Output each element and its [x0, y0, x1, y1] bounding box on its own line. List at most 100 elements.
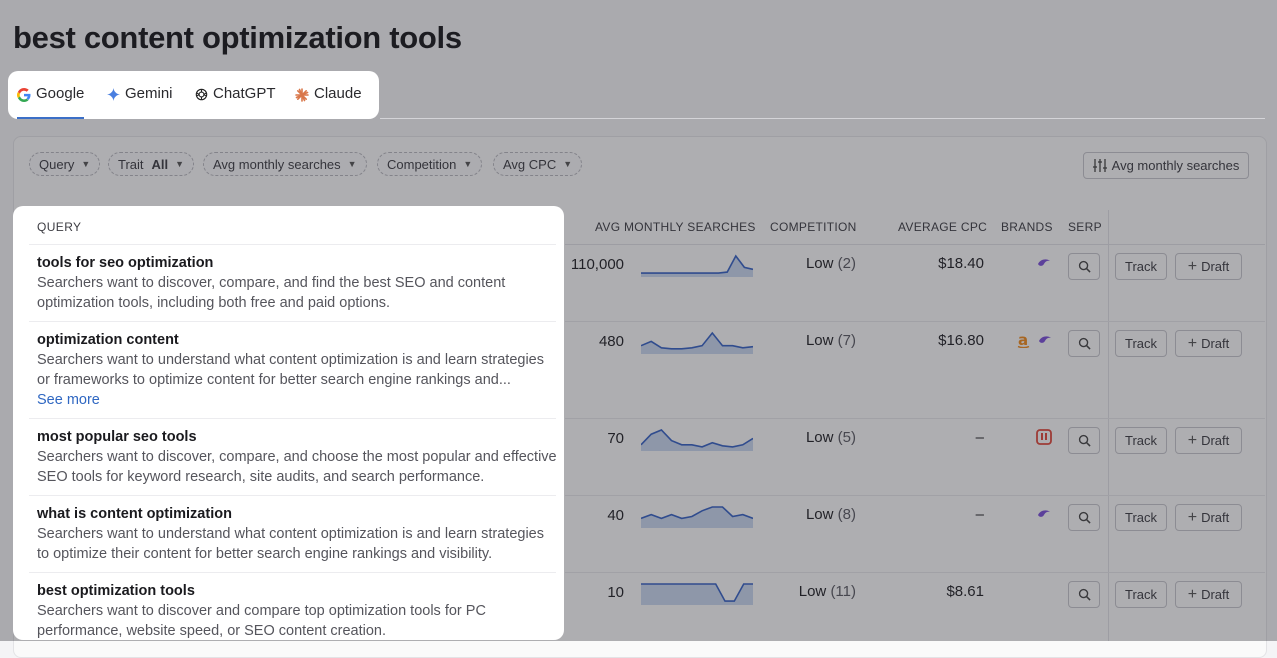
serp-button[interactable]: [1068, 504, 1100, 531]
col-header-brands: BRANDS: [1001, 220, 1053, 234]
avg-cpc-value: $16.80: [938, 332, 984, 349]
divider: [29, 572, 556, 573]
engine-tabs: Google Gemini ChatGPT Claude: [8, 71, 379, 119]
amazon-logo: a: [1017, 332, 1030, 348]
query-title[interactable]: most popular seo tools: [37, 429, 197, 445]
track-button[interactable]: Track: [1115, 427, 1167, 454]
sparkline-area: [641, 430, 753, 451]
page-title: best content optimization tools: [13, 20, 462, 55]
plus-icon: +: [1187, 508, 1198, 526]
filter-avg-cpc[interactable]: Avg CPC ▼: [493, 152, 583, 176]
competition-value: Low (5): [770, 429, 856, 446]
col-header-avg-monthly[interactable]: AVG MONTHLY SEARCHES: [595, 220, 756, 234]
avg-monthly-value: 110,000: [570, 256, 624, 273]
track-button[interactable]: Track: [1115, 253, 1167, 280]
sparkline-line: [641, 583, 753, 602]
filter-competition[interactable]: Competition ▼: [377, 152, 483, 176]
chevron-down-icon: ▼: [347, 159, 357, 169]
filter-query[interactable]: Query ▼: [29, 152, 101, 176]
tab-chatgpt-label: ChatGPT: [213, 85, 276, 102]
tab-google-label: Google: [36, 85, 85, 102]
serp-button[interactable]: [1068, 253, 1100, 280]
track-button[interactable]: Track: [1115, 581, 1167, 608]
competition-level: Low: [805, 332, 834, 349]
query-title[interactable]: best optimization tools: [37, 583, 195, 599]
filter-trait-value: All: [151, 156, 169, 172]
list-item[interactable]: best optimization tools Searchers want t…: [37, 581, 557, 640]
plus-icon: +: [1187, 585, 1198, 603]
purple-swirl-logo: [1038, 510, 1050, 517]
serp-button[interactable]: [1068, 427, 1100, 454]
competition-rank: (8): [837, 506, 856, 523]
list-item[interactable]: most popular seo tools Searchers want to…: [37, 427, 557, 487]
trend-sparkline: [641, 254, 753, 277]
google-icon: [17, 88, 31, 102]
track-button[interactable]: Track: [1115, 330, 1167, 357]
list-item[interactable]: what is content optimization Searchers w…: [37, 504, 557, 564]
col-header-serp: SERP: [1068, 220, 1102, 234]
sparkline-line: [641, 331, 753, 350]
list-item[interactable]: optimization content Searchers want to u…: [37, 330, 557, 410]
draft-button[interactable]: + Draft: [1175, 427, 1242, 454]
filter-trait[interactable]: Trait All ▼: [108, 152, 195, 176]
brands-cell: a: [1016, 332, 1053, 348]
tab-google[interactable]: Google: [17, 85, 85, 119]
brands-cell: [1036, 255, 1052, 271]
query-description: Searchers want to discover and compare t…: [37, 603, 486, 639]
sparkline-line: [641, 429, 753, 448]
competition-rank: (5): [837, 429, 856, 446]
competition-level: Low: [805, 429, 834, 446]
tab-gemini[interactable]: Gemini: [107, 85, 173, 119]
serp-button[interactable]: [1068, 581, 1100, 608]
serp-button[interactable]: [1068, 330, 1100, 357]
draft-button-label: Draft: [1201, 587, 1230, 602]
query-title[interactable]: tools for seo optimization: [37, 255, 214, 271]
draft-button[interactable]: + Draft: [1175, 504, 1242, 531]
query-title[interactable]: optimization content: [37, 332, 179, 348]
plus-icon: +: [1187, 334, 1198, 352]
search-icon: [1078, 337, 1091, 350]
tab-claude-label: Claude: [314, 85, 362, 102]
filter-avg-cpc-label: Avg CPC: [503, 156, 557, 172]
chatgpt-icon: [195, 88, 208, 101]
purple-swirl-logo: [1038, 259, 1050, 266]
search-icon: [1078, 511, 1091, 524]
chevron-down-icon: ▼: [463, 159, 473, 169]
col-header-competition[interactable]: COMPETITION: [770, 220, 857, 234]
avg-monthly-value: 480: [598, 333, 624, 350]
search-icon: [1078, 260, 1091, 273]
brands-cell: [1036, 429, 1052, 445]
tab-chatgpt[interactable]: ChatGPT: [195, 85, 276, 119]
avg-cpc-value: –: [975, 429, 984, 446]
draft-button[interactable]: + Draft: [1175, 253, 1242, 280]
query-description: Searchers want to discover, compare, and…: [37, 275, 506, 311]
avg-monthly-value: 70: [607, 430, 624, 447]
tab-gemini-label: Gemini: [125, 85, 173, 102]
draft-button[interactable]: + Draft: [1175, 581, 1242, 608]
col-header-avg-cpc[interactable]: AVERAGE CPC: [898, 220, 988, 234]
competition-rank: (7): [837, 332, 856, 349]
red-square-logo: [1036, 429, 1052, 445]
query-description: Searchers want to discover, compare, and…: [37, 449, 557, 485]
competition-level: Low: [805, 506, 834, 523]
tab-claude[interactable]: Claude: [295, 85, 362, 119]
plus-icon: +: [1187, 431, 1198, 449]
filter-avg-monthly[interactable]: Avg monthly searches ▼: [203, 152, 367, 176]
query-description: Searchers want to understand what conten…: [37, 352, 544, 388]
query-description: Searchers want to understand what conten…: [37, 526, 544, 562]
avg-monthly-value: 10: [607, 584, 624, 601]
query-title[interactable]: what is content optimization: [37, 506, 232, 522]
competition-value: Low (2): [770, 255, 856, 272]
gemini-icon: [107, 88, 120, 101]
sort-button[interactable]: Avg monthly searches: [1083, 152, 1249, 179]
sliders-icon: [1092, 159, 1107, 172]
tabs-divider: [380, 118, 1265, 119]
see-more-link[interactable]: See more: [37, 392, 100, 408]
draft-button[interactable]: + Draft: [1175, 330, 1242, 357]
sparkline-line: [641, 254, 753, 274]
track-button[interactable]: Track: [1115, 504, 1167, 531]
chevron-down-icon: ▼: [563, 159, 573, 169]
divider: [29, 321, 556, 322]
sparkline-area: [641, 333, 753, 354]
list-item[interactable]: tools for seo optimization Searchers wan…: [37, 253, 557, 313]
